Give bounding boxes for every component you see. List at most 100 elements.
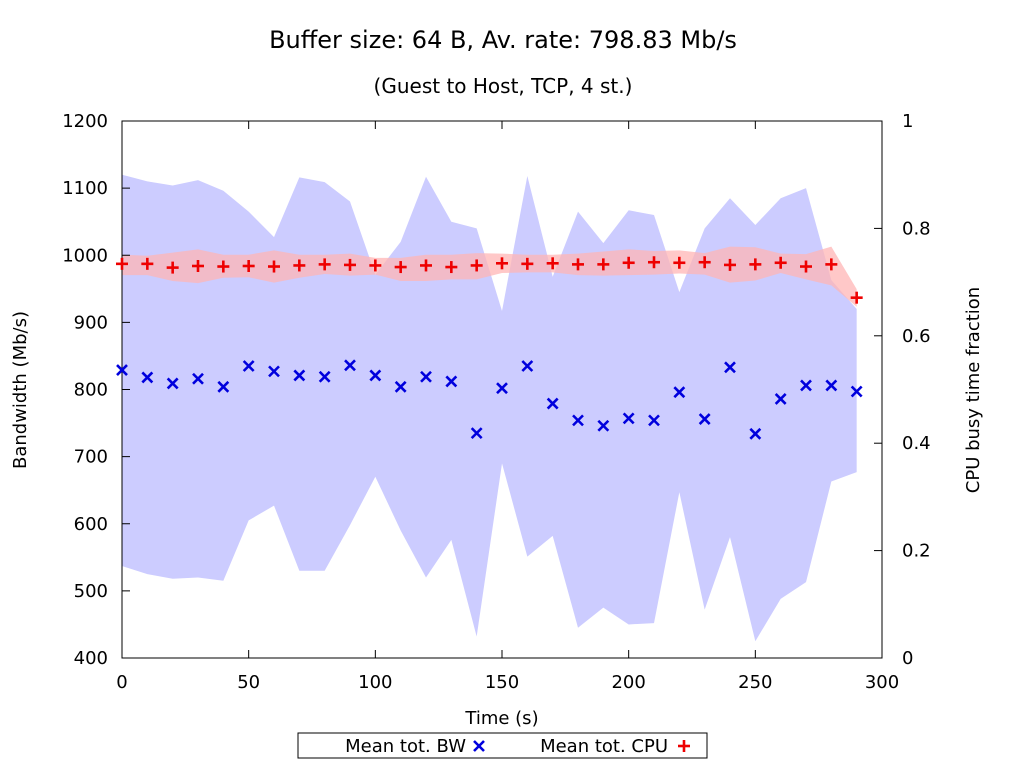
bw-point-stroke: [572, 414, 584, 427]
cpu-point: [116, 257, 128, 270]
chart-title: Buffer size: 64 B, Av. rate: 798.83 Mb/s: [269, 26, 737, 54]
y-tick-label: 400: [74, 648, 108, 669]
bw-point: [825, 379, 838, 392]
bw-point: [141, 371, 154, 384]
cpu-point: [445, 261, 458, 274]
bw-point-stroke: [369, 369, 382, 382]
y-tick-label: 500: [74, 581, 108, 602]
bw-band: [122, 174, 857, 642]
ticks-layer: 0 50 100 150 200 250 300 400 500 600 700 800 900 1000…: [62, 111, 930, 693]
y2-axis-label: CPU busy time fraction: [963, 287, 984, 493]
bw-point-stroke: [774, 392, 787, 405]
bw-point-stroke: [116, 364, 128, 376]
bw-band-layer: [122, 174, 857, 642]
bw-point-stroke: [293, 369, 306, 382]
bw-point-stroke: [394, 380, 407, 393]
bw-point-stroke: [420, 370, 432, 383]
cpu-point: [496, 257, 508, 270]
bw-point-stroke: [470, 427, 483, 440]
x-tick-label: 100: [358, 672, 392, 693]
bw-point: [116, 364, 128, 376]
bw-point: [420, 370, 432, 383]
cpu-point: [166, 261, 179, 274]
bw-point-stroke: [648, 414, 660, 427]
x-tick-label: 150: [485, 672, 519, 693]
y-tick-label: 1100: [62, 178, 108, 199]
cpu-point: [774, 256, 787, 269]
bw-point-stroke: [445, 375, 458, 388]
bw-point: [572, 414, 584, 427]
cpu-point: [648, 256, 660, 269]
bw-point: [698, 413, 711, 425]
bw-point-stroke: [242, 360, 255, 372]
bw-point: [242, 360, 255, 372]
bw-point: [394, 380, 407, 393]
x-tick-label: 300: [865, 672, 899, 693]
chart-subtitle: (Guest to Host, TCP, 4 st.): [374, 74, 633, 98]
bw-point-stroke: [318, 370, 331, 383]
cpu-point: [420, 259, 432, 272]
bw-point: [546, 397, 559, 410]
cpu-point: [749, 258, 762, 271]
cpu-point: [698, 256, 711, 269]
y-tick-label: 800: [74, 380, 108, 401]
bw-point: [749, 427, 762, 440]
x-axis-label: Time (s): [464, 708, 538, 729]
y-tick-label: 900: [74, 312, 108, 333]
bw-point-stroke: [217, 380, 230, 393]
cpu-point: [521, 257, 534, 270]
cpu-point: [293, 259, 306, 272]
cpu-point: [141, 257, 154, 270]
x-tick-label: 0: [116, 672, 127, 693]
bw-point: [166, 377, 179, 390]
legend: Mean tot. BW Mean tot. CPU: [297, 732, 708, 759]
bw-point: [192, 372, 204, 385]
y-axis-label: Bandwidth (Mb/s): [10, 311, 31, 469]
bw-point: [293, 369, 306, 382]
cpu-point: [192, 259, 204, 272]
bw-point-stroke: [622, 412, 635, 425]
bw-point: [521, 360, 534, 372]
bw-point: [850, 385, 863, 398]
cpu-point: [394, 261, 407, 274]
bw-point: [724, 361, 736, 374]
cpu-point: [242, 259, 255, 272]
cpu-point: [344, 258, 356, 271]
bw-point: [445, 375, 458, 388]
bw-point: [622, 412, 635, 425]
cpu-point: [217, 260, 230, 273]
cpu-band: [122, 246, 857, 307]
y-tick-label: 1200: [62, 111, 108, 132]
markers-layer: [116, 256, 863, 440]
y2-tick-label: 0.4: [902, 433, 931, 454]
bw-point: [496, 382, 508, 395]
y2-tick-label: 0.8: [902, 218, 931, 239]
bw-point: [470, 427, 483, 440]
bw-point-stroke: [825, 379, 838, 392]
cpu-point: [268, 260, 280, 273]
bw-point: [673, 386, 686, 399]
bw-point: [597, 419, 610, 432]
bw-point: [344, 359, 356, 372]
cpu-point: [800, 260, 812, 273]
bw-point: [268, 365, 280, 378]
y-tick-label: 700: [74, 447, 108, 468]
y2-tick-label: 1: [902, 111, 913, 132]
bw-point-stroke: [141, 371, 154, 384]
legend-marker-bw: [473, 740, 485, 752]
y2-tick-label: 0.6: [902, 326, 931, 347]
bw-point-stroke: [673, 386, 686, 399]
bw-point-stroke: [496, 382, 508, 395]
bw-point-stroke: [749, 427, 762, 440]
bw-point-stroke: [850, 385, 863, 398]
bw-point-stroke: [698, 413, 711, 425]
cpu-point: [850, 291, 863, 304]
y-tick-label: 600: [74, 514, 108, 535]
cpu-point: [622, 256, 635, 269]
y2-tick-label: 0: [902, 648, 913, 669]
bw-point-stroke: [546, 397, 559, 410]
y-tick-label: 1000: [62, 245, 108, 266]
x-tick-label: 250: [738, 672, 772, 693]
x-tick-label: 50: [237, 672, 260, 693]
